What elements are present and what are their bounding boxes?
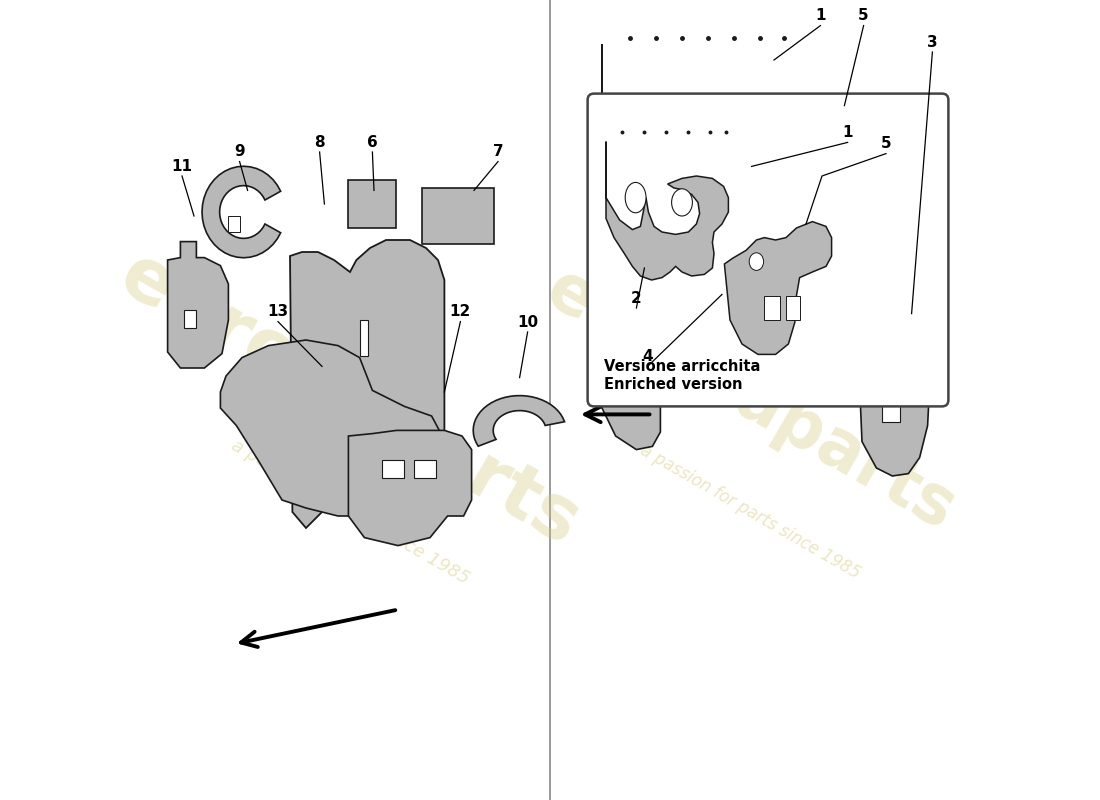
Text: a passion for parts since 1985: a passion for parts since 1985 xyxy=(637,442,864,582)
Polygon shape xyxy=(349,430,472,546)
Ellipse shape xyxy=(625,182,646,213)
Text: 2: 2 xyxy=(631,291,641,306)
Text: 3: 3 xyxy=(927,35,937,50)
Text: 8: 8 xyxy=(315,135,324,150)
Text: 11: 11 xyxy=(172,159,192,174)
FancyBboxPatch shape xyxy=(587,94,948,406)
Text: a passion for parts since 1985: a passion for parts since 1985 xyxy=(228,436,472,588)
Text: 5: 5 xyxy=(881,137,891,151)
Text: 4: 4 xyxy=(642,350,653,364)
Polygon shape xyxy=(184,310,197,328)
Polygon shape xyxy=(473,396,564,446)
Ellipse shape xyxy=(691,112,722,152)
Text: europaparts: europaparts xyxy=(534,256,966,544)
Polygon shape xyxy=(598,280,692,450)
Polygon shape xyxy=(730,262,748,284)
Text: 5: 5 xyxy=(858,9,869,23)
Polygon shape xyxy=(815,124,884,242)
Polygon shape xyxy=(422,188,494,244)
Polygon shape xyxy=(701,196,804,322)
Text: 10: 10 xyxy=(517,315,538,330)
Text: 6: 6 xyxy=(367,135,377,150)
Polygon shape xyxy=(882,404,901,422)
Polygon shape xyxy=(414,460,437,478)
Polygon shape xyxy=(290,240,444,528)
Text: europaparts: europaparts xyxy=(107,238,593,562)
Polygon shape xyxy=(382,460,405,478)
Polygon shape xyxy=(606,142,728,280)
Text: 1: 1 xyxy=(843,126,852,140)
Polygon shape xyxy=(725,222,832,354)
Polygon shape xyxy=(733,235,757,250)
Polygon shape xyxy=(229,216,240,232)
Polygon shape xyxy=(882,364,901,382)
Polygon shape xyxy=(167,242,229,368)
Ellipse shape xyxy=(672,189,692,216)
Ellipse shape xyxy=(630,106,661,150)
Text: Versione arricchita: Versione arricchita xyxy=(604,359,760,374)
Polygon shape xyxy=(361,320,367,356)
Polygon shape xyxy=(758,262,776,284)
Text: 9: 9 xyxy=(234,145,245,159)
Text: 7: 7 xyxy=(493,145,504,159)
Polygon shape xyxy=(858,318,930,476)
Polygon shape xyxy=(202,166,280,258)
Text: Enriched version: Enriched version xyxy=(604,377,743,392)
Polygon shape xyxy=(602,44,790,244)
Polygon shape xyxy=(220,340,444,524)
Polygon shape xyxy=(348,180,396,228)
Ellipse shape xyxy=(749,253,763,270)
Polygon shape xyxy=(764,296,780,320)
Text: 13: 13 xyxy=(267,305,288,319)
Text: 12: 12 xyxy=(450,305,471,319)
Polygon shape xyxy=(786,296,800,320)
Text: 1: 1 xyxy=(815,9,826,23)
